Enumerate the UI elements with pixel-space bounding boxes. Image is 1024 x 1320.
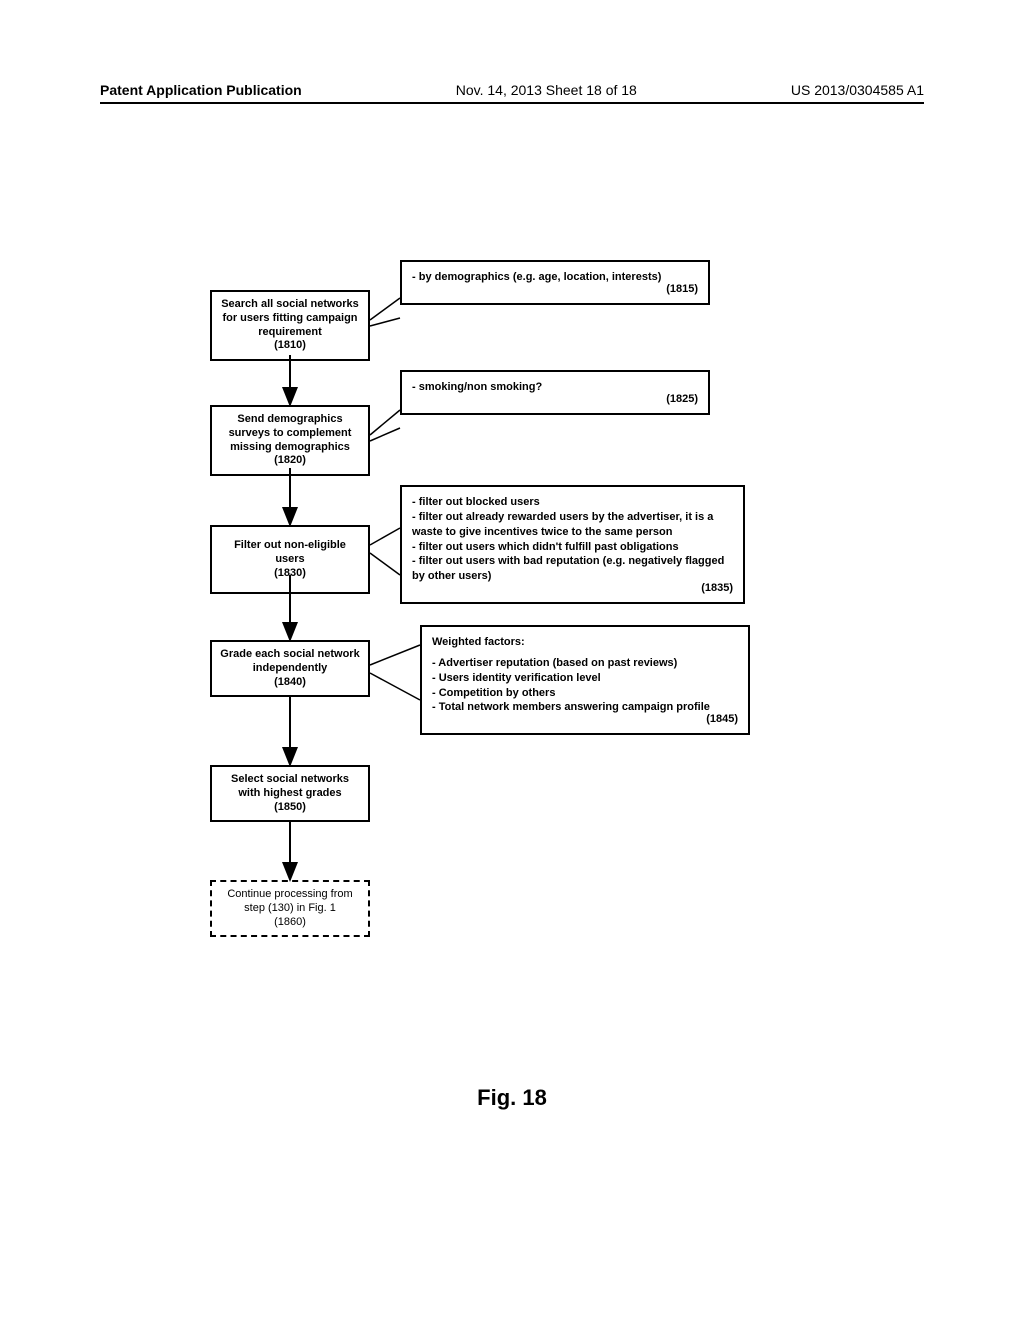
- callout-ref: (1835): [701, 581, 733, 596]
- step-ref: (1820): [274, 454, 306, 466]
- step-send-surveys: Send demographics surveys to complement …: [210, 405, 370, 476]
- step-grade-networks: Grade each social network independently …: [210, 640, 370, 697]
- connectors: [0, 240, 1024, 1000]
- figure-label: Fig. 18: [0, 1085, 1024, 1111]
- callout-line: - Competition by others: [432, 686, 738, 701]
- step-continue-fig1: Continue processing from step (130) in F…: [210, 880, 370, 937]
- callout-ref: (1845): [706, 712, 738, 727]
- callout-line: - smoking/non smoking?: [412, 380, 698, 395]
- step-text: Continue processing from step (130) in F…: [227, 888, 352, 914]
- step-ref: (1860): [274, 916, 306, 928]
- header-left: Patent Application Publication: [100, 82, 302, 98]
- callout-line: - Users identity verification level: [432, 671, 738, 686]
- step-text: Filter out non-eligible users: [234, 539, 346, 565]
- callout-smoking: - smoking/non smoking? (1825): [400, 370, 710, 415]
- step-select-highest: Select social networks with highest grad…: [210, 765, 370, 822]
- callout-line: - by demographics (e.g. age, location, i…: [412, 270, 698, 285]
- callout-filters: - filter out blocked users - filter out …: [400, 485, 745, 604]
- header-right: US 2013/0304585 A1: [791, 82, 924, 98]
- page-header: Patent Application Publication Nov. 14, …: [0, 82, 1024, 98]
- callout-line: - filter out already rewarded users by t…: [412, 510, 733, 540]
- header-mid: Nov. 14, 2013 Sheet 18 of 18: [456, 82, 637, 98]
- callout-ref: (1825): [666, 392, 698, 407]
- callout-line: - filter out blocked users: [412, 495, 733, 510]
- callout-line: - Total network members answering campai…: [432, 700, 738, 715]
- step-text: Search all social networks for users fit…: [221, 298, 359, 338]
- callout-ref: (1815): [666, 282, 698, 297]
- step-ref: (1840): [274, 676, 306, 688]
- step-text: Select social networks with highest grad…: [231, 773, 349, 799]
- callout-line: - filter out users with bad reputation (…: [412, 554, 733, 584]
- step-ref: (1810): [274, 339, 306, 351]
- step-filter-users: Filter out non-eligible users (1830): [210, 525, 370, 594]
- callout-weighted-factors: Weighted factors: - Advertiser reputatio…: [420, 625, 750, 735]
- step-ref: (1850): [274, 801, 306, 813]
- header-rule: [100, 102, 924, 104]
- step-search-networks: Search all social networks for users fit…: [210, 290, 370, 361]
- step-text: Grade each social network independently: [220, 648, 359, 674]
- callout-title: Weighted factors:: [432, 635, 738, 650]
- callout-line: - filter out users which didn't fulfill …: [412, 540, 733, 555]
- step-text: Send demographics surveys to complement …: [229, 413, 352, 453]
- callout-line: - Advertiser reputation (based on past r…: [432, 656, 738, 671]
- callout-demographics: - by demographics (e.g. age, location, i…: [400, 260, 710, 305]
- step-ref: (1830): [274, 567, 306, 579]
